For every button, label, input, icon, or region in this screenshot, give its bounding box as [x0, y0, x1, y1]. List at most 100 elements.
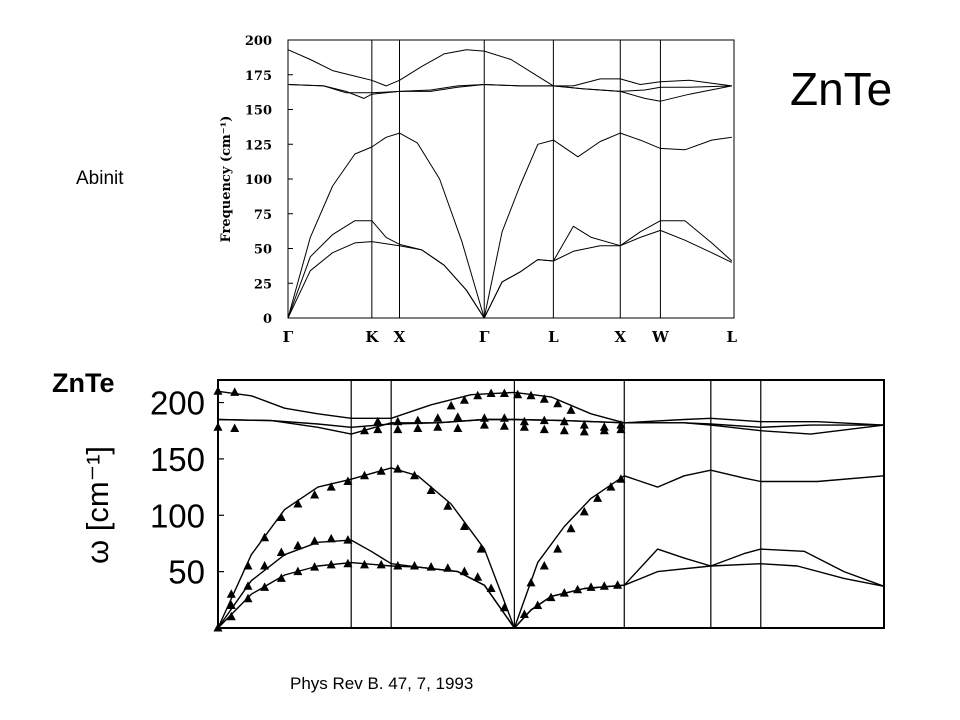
experimental-point	[499, 602, 509, 612]
kpoint-label: W	[651, 328, 670, 346]
experimental-point	[413, 415, 423, 425]
experimental-point	[453, 423, 463, 432]
phonon-branch	[287, 229, 733, 319]
phonon-branch	[217, 390, 885, 426]
experimental-point	[526, 577, 536, 587]
phonon-branch	[217, 418, 885, 435]
experimental-point	[310, 562, 320, 571]
experimental-point	[293, 540, 303, 550]
experimental-point	[360, 425, 369, 435]
experimental-point	[443, 563, 453, 572]
experimental-point	[546, 592, 556, 602]
experimental-point	[459, 566, 469, 576]
y-tick-label: 150	[150, 441, 205, 478]
experimental-point	[446, 400, 456, 410]
experimental-point	[360, 559, 369, 569]
kpoint-label: K	[365, 328, 379, 346]
experimental-point	[213, 422, 223, 431]
experimental-point	[376, 559, 386, 569]
phonon-branch	[287, 220, 733, 319]
experimental-point	[579, 506, 589, 516]
experimental-point	[579, 420, 589, 429]
experimental-point	[579, 426, 589, 436]
experimental-point	[559, 588, 569, 597]
y-tick-label: 125	[245, 138, 272, 153]
y-tick-label: 75	[254, 208, 272, 223]
slide-title: ZnTe	[790, 63, 893, 115]
experimental-point	[326, 559, 336, 569]
experimental-point	[326, 533, 336, 543]
y-tick-label: 50	[168, 554, 205, 591]
experimental-point	[476, 544, 486, 553]
experimental-point	[276, 573, 286, 582]
experimental-point	[616, 474, 626, 483]
experimental-point	[613, 580, 623, 589]
experimental-point	[393, 464, 403, 473]
experimental-point	[443, 501, 453, 510]
experimental-point	[260, 582, 270, 591]
source-citation: Phys Rev B. 47, 7, 1993	[290, 674, 474, 693]
experimental-point	[539, 424, 549, 434]
experimental-point	[276, 547, 286, 556]
experimental-point	[479, 413, 489, 422]
experimental-point	[519, 416, 529, 426]
y-axis-label: Frequency (cm⁻¹)	[219, 116, 234, 243]
experimental-point	[260, 561, 270, 570]
phonon-branch	[287, 132, 732, 319]
experimental-point	[310, 490, 320, 499]
experimental-point	[519, 422, 529, 431]
y-tick-label: 200	[150, 385, 205, 422]
abinit-label: Abinit	[76, 168, 124, 189]
y-tick-label: 175	[245, 69, 272, 84]
experimental-point	[566, 523, 576, 533]
experimental-point	[519, 609, 529, 618]
experimental-point	[230, 423, 240, 432]
experimental-point	[599, 581, 609, 590]
y-tick-label: 100	[245, 173, 272, 188]
experimental-point	[243, 581, 253, 590]
experimental-point	[343, 558, 353, 568]
experimental-point	[226, 611, 236, 621]
experimental-point	[426, 562, 436, 571]
y-tick-label: 25	[254, 277, 272, 292]
chart-title: ZnTe	[52, 368, 115, 398]
experimental-point	[526, 390, 536, 400]
experimental-point	[360, 470, 369, 480]
experimental-point	[213, 386, 223, 395]
experimental-point	[393, 561, 403, 570]
experimental-point	[433, 422, 443, 431]
experimental-point	[393, 424, 403, 434]
experimental-point	[573, 584, 583, 594]
kpoint-label: X	[614, 328, 626, 346]
experimental-point	[213, 623, 223, 632]
experimental-point	[453, 412, 463, 421]
experimental-point	[413, 423, 423, 432]
experimental-point	[539, 561, 549, 570]
experimental-point	[410, 561, 419, 570]
experimental-point	[533, 600, 543, 609]
abinit-phonon-chart: Γ K X Γ L X W L0255075100125150175200Frequency …	[219, 34, 737, 346]
experimental-point	[373, 424, 383, 434]
y-tick-label: 100	[150, 497, 205, 534]
experimental-point	[410, 470, 419, 480]
experimental-point	[473, 572, 483, 581]
experimental-point	[499, 388, 509, 397]
experimental-point	[226, 600, 236, 609]
experimental-point	[373, 416, 383, 426]
experimental-point	[593, 493, 603, 502]
experimental-point	[513, 389, 523, 399]
experimental-point	[599, 425, 609, 435]
experimental-point	[473, 390, 483, 400]
experimental-point	[499, 413, 509, 422]
y-axis-label: ω [cm⁻¹]	[80, 446, 115, 564]
experimental-point	[539, 394, 549, 403]
kpoint-label: L	[548, 328, 559, 346]
y-tick-label: 150	[245, 104, 272, 119]
experimental-point	[486, 583, 496, 592]
experimental-point	[559, 416, 569, 426]
plot-frame	[217, 379, 885, 629]
phonon-branch	[287, 49, 732, 87]
experimental-point	[260, 532, 270, 542]
experimental-point	[243, 561, 253, 570]
experimental-point	[326, 482, 336, 491]
